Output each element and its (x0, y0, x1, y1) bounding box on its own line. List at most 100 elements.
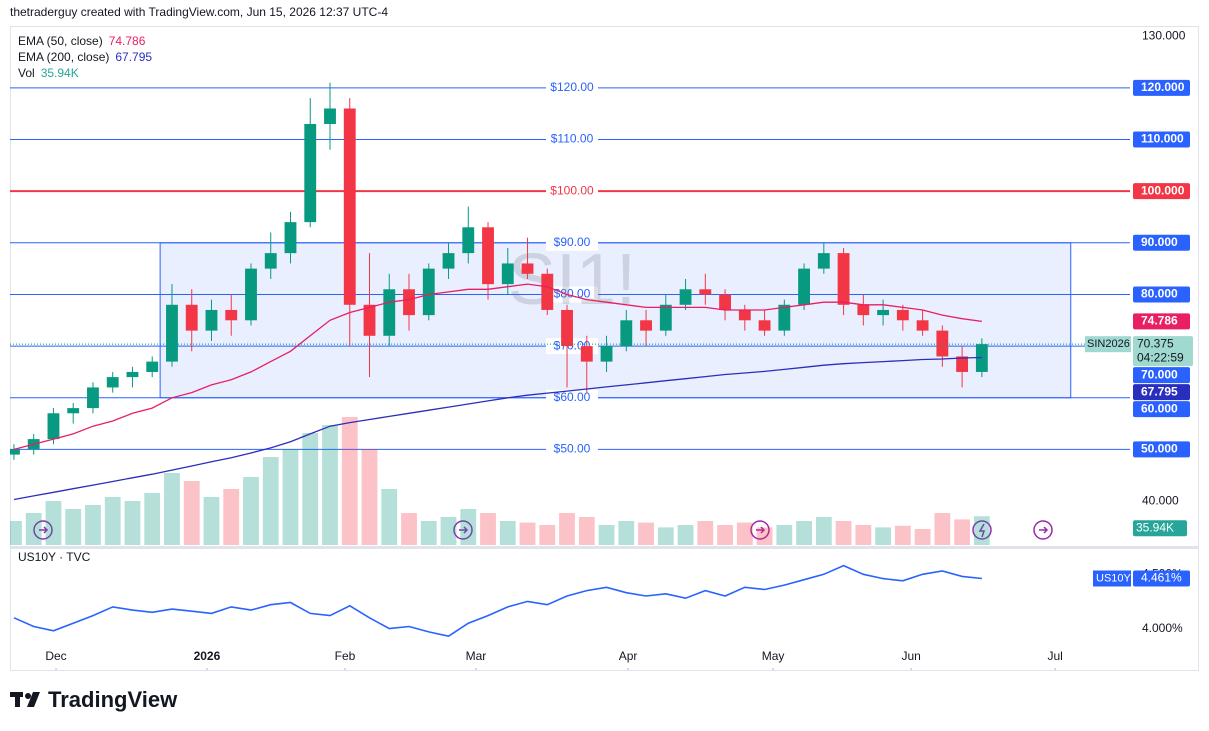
y-tick-box (1133, 183, 1190, 200)
candle-body (679, 289, 692, 305)
volume-bar (855, 525, 872, 545)
candle-body (778, 304, 791, 331)
candle-body (363, 304, 376, 336)
y-tick-box (1133, 286, 1190, 303)
volume-bar (401, 513, 417, 545)
candle-body (324, 108, 336, 124)
y-tick-box (1133, 131, 1190, 148)
rate-axis-label: 4.461% (1141, 571, 1182, 585)
y-tick-label: 60.000 (1141, 401, 1178, 415)
symbol-box (1085, 336, 1131, 353)
level-label: $80.00 (554, 287, 591, 301)
x-tick-label: Dec (45, 649, 66, 663)
rate-axis-box (1133, 570, 1190, 587)
candle-body (47, 413, 60, 440)
volume-bar (302, 433, 319, 545)
frame (10, 26, 1199, 671)
candle-body (541, 273, 554, 310)
volume-bar (894, 525, 911, 545)
ema-axis-label: 67.795 (1141, 384, 1178, 398)
candle-body (659, 304, 672, 331)
volume-bar (519, 522, 536, 545)
volume-bar (499, 521, 516, 545)
ema-axis-box (1133, 384, 1190, 401)
series-name: US10Y (1096, 572, 1132, 584)
candle-body (640, 320, 652, 331)
candle-body (561, 309, 573, 347)
volume-bar (598, 525, 615, 545)
y-tick-box (1133, 367, 1190, 384)
volume-bar (381, 489, 398, 545)
volume-bar (934, 513, 951, 545)
legend-value: 35.94K (41, 66, 79, 80)
candle-body (225, 309, 238, 321)
candle-body (738, 309, 751, 321)
y-tick-box (1133, 401, 1190, 418)
volume-bar (480, 513, 496, 545)
candle-body (817, 253, 830, 269)
volume-bar (262, 457, 279, 545)
candle-body (87, 387, 99, 409)
candle-body (798, 268, 810, 305)
candle-body (482, 227, 494, 285)
volume-bar (361, 449, 378, 545)
candle-body (758, 320, 771, 331)
candle-body (126, 371, 139, 378)
x-tick-label: May (762, 649, 785, 663)
brand: TradingView (48, 687, 178, 712)
legend-name: Vol (18, 66, 35, 80)
candle-body (10, 449, 20, 455)
volume-bar (914, 529, 931, 545)
countdown-label: 04:22:59 (1137, 350, 1184, 364)
price-box (1133, 336, 1193, 367)
ema-axis-box (1133, 313, 1190, 330)
level-label: $120.00 (550, 80, 594, 94)
y-tick-label: 100.000 (1141, 183, 1185, 197)
y-tick-label: 80.000 (1141, 287, 1178, 301)
level-label: $60.00 (554, 390, 591, 404)
volume-bar (875, 527, 891, 545)
candle-body (837, 253, 850, 305)
y-tick-label: 40.000 (1142, 493, 1179, 507)
volume-bar (104, 497, 121, 545)
candle-body (403, 289, 415, 316)
x-tick-label: 2026 (194, 649, 221, 663)
volume-bar (657, 527, 674, 545)
y-tick-label: 120.000 (1141, 80, 1185, 94)
y-tick-label: 50.000 (1141, 442, 1178, 456)
candle-body (501, 263, 514, 285)
candle-body (857, 304, 870, 316)
volume-bar (835, 521, 852, 545)
ema-axis-label: 74.786 (1141, 314, 1178, 328)
candle-body (521, 263, 534, 274)
volume-bar (440, 517, 457, 545)
volume-bar (954, 519, 970, 545)
candle-body (600, 346, 613, 362)
candle-body (719, 294, 731, 310)
volume-bar (223, 489, 240, 545)
volume-bar (341, 417, 358, 545)
level-label: $100.00 (550, 183, 594, 197)
candle-body (304, 123, 317, 223)
x-tick-label: Mar (466, 649, 487, 663)
volume-axis-label: 35.94K (1136, 520, 1174, 534)
x-tick-label: Jun (901, 649, 920, 663)
volume-bar (677, 525, 694, 545)
y-tick-label: 70.000 (1141, 367, 1178, 381)
price-label: 70.375 (1137, 336, 1174, 350)
volume-bar (697, 521, 714, 545)
legend-name: EMA (200, close) (18, 50, 109, 64)
volume-bar (756, 527, 773, 545)
legend-value: 74.786 (109, 34, 146, 48)
candle-body (185, 304, 198, 331)
event-icons (33, 520, 1053, 540)
y-tick-box (1133, 234, 1190, 251)
volume-bar (578, 517, 595, 545)
volume-bar (203, 497, 220, 545)
volume-bar (618, 521, 635, 545)
volume-bar (559, 513, 575, 545)
candle-body (462, 227, 475, 254)
header: thetraderguy created with TradingView.co… (10, 5, 388, 19)
